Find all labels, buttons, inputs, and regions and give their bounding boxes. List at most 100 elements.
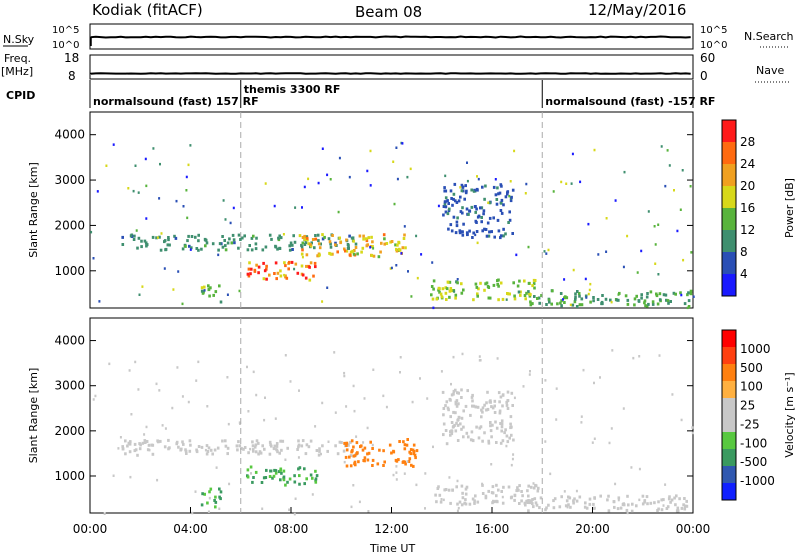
data-cell <box>607 509 611 513</box>
data-cell <box>350 236 354 240</box>
noise-cell <box>453 290 456 293</box>
data-cell <box>569 505 572 509</box>
data-cell <box>468 229 471 233</box>
noise-cell <box>255 393 258 397</box>
data-cell <box>484 282 487 286</box>
nsky-label: N.Sky <box>3 33 35 46</box>
data-cell <box>461 496 465 500</box>
data-cell <box>357 460 360 464</box>
data-cell <box>310 241 313 245</box>
colorbar-tick-label: -100 <box>740 436 767 450</box>
data-cell <box>544 508 547 512</box>
data-cell <box>314 469 317 473</box>
data-cell <box>254 242 258 246</box>
data-cell <box>497 488 500 492</box>
data-cell <box>635 504 638 508</box>
data-cell <box>483 227 486 231</box>
data-cell <box>449 430 452 434</box>
data-cell <box>506 440 510 444</box>
data-cell <box>637 299 641 303</box>
data-cell <box>496 500 499 504</box>
noise-cell <box>117 447 120 450</box>
noise-cell <box>301 255 304 259</box>
noise-cell <box>321 147 324 150</box>
data-cell <box>454 388 457 392</box>
noise-cell <box>691 431 694 435</box>
data-cell <box>471 399 474 403</box>
data-cell <box>527 484 530 488</box>
noise-cell <box>208 496 211 500</box>
plot-frame <box>89 317 694 514</box>
data-cell <box>239 238 242 241</box>
data-cell <box>317 453 321 457</box>
noise-cell <box>662 504 665 507</box>
data-cell <box>214 505 217 509</box>
noise-cell <box>203 289 206 292</box>
data-cell <box>452 389 456 393</box>
data-cell <box>668 495 671 499</box>
colorbar-swatch <box>722 347 736 365</box>
data-cell <box>194 235 197 239</box>
data-cell <box>537 486 540 490</box>
data-cell <box>346 243 350 246</box>
data-cell <box>523 294 527 297</box>
data-cell <box>358 234 362 238</box>
data-cell <box>246 468 250 472</box>
data-cell <box>316 254 319 258</box>
data-cell <box>298 482 301 486</box>
data-cell <box>533 286 536 290</box>
data-cell <box>411 448 415 452</box>
noise-cell <box>395 146 398 149</box>
data-cell <box>517 488 520 492</box>
data-cell <box>444 429 448 432</box>
data-cell <box>365 244 369 248</box>
noise-cell <box>353 409 356 413</box>
data-cell <box>329 245 333 249</box>
data-cell <box>481 439 484 443</box>
data-cell <box>683 497 686 500</box>
data-cell <box>271 476 274 480</box>
data-cell <box>303 482 306 486</box>
data-cell <box>456 216 459 220</box>
data-cell <box>344 455 348 459</box>
data-cell <box>294 262 298 266</box>
data-cell <box>329 242 332 246</box>
data-cell <box>444 205 448 209</box>
noise-cell <box>119 436 122 439</box>
data-cell <box>383 237 386 241</box>
data-cell <box>263 269 267 273</box>
data-cell <box>516 486 519 490</box>
noise-cell <box>207 510 210 513</box>
noise-cell <box>264 396 266 399</box>
data-cell <box>497 298 500 302</box>
data-cell <box>284 275 287 279</box>
data-cell <box>667 497 671 501</box>
data-cell <box>537 296 541 300</box>
data-cell <box>523 501 527 505</box>
noise-cell <box>522 385 525 388</box>
noise-cell <box>676 229 679 233</box>
data-cell <box>378 448 381 452</box>
data-cell <box>685 499 688 503</box>
noise-cell <box>664 184 667 188</box>
data-cell <box>363 456 367 460</box>
noise-cell <box>447 281 450 284</box>
data-cell <box>499 422 502 425</box>
data-cell <box>252 234 255 238</box>
data-cell <box>432 287 435 291</box>
data-cell <box>388 443 392 447</box>
data-cell <box>630 509 634 513</box>
noise-cell <box>144 157 147 161</box>
data-cell <box>506 192 509 196</box>
data-cell <box>383 242 386 246</box>
data-cell <box>371 458 375 462</box>
noise-cell <box>593 381 595 385</box>
data-cell <box>456 423 460 427</box>
data-cell <box>449 287 453 290</box>
data-cell <box>651 302 655 306</box>
data-cell <box>143 439 147 443</box>
data-cell <box>506 292 509 295</box>
data-cell <box>279 439 282 443</box>
data-cell <box>305 236 309 240</box>
